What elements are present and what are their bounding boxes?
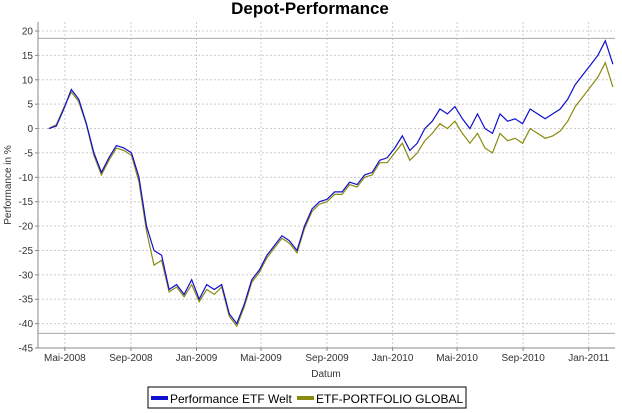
series-line-etf-portfolio-global	[48, 61, 614, 328]
legend-swatch-etf-welt	[151, 396, 168, 400]
legend: Performance ETF Welt ETF-PORTFOLIO GLOBA…	[147, 386, 467, 409]
x-axis-label: Datum	[311, 369, 340, 380]
x-tick-label: Mai-2008	[44, 353, 86, 364]
x-tick-label: Sep-2008	[109, 353, 153, 364]
y-tick-label: -25	[19, 246, 34, 257]
series-line-performance-etf-welt	[48, 39, 614, 325]
legend-label-etf-portfolio: ETF-PORTFOLIO GLOBAL	[316, 392, 463, 406]
y-tick-label: -35	[19, 295, 34, 306]
y-tick-label: -30	[19, 270, 34, 281]
x-tick-label: Jan-2009	[176, 353, 218, 364]
y-tick-label: 5	[27, 100, 33, 111]
legend-swatch-etf-portfolio	[297, 396, 314, 400]
y-tick-label: -5	[24, 148, 33, 159]
x-tick-label: Jan-2010	[372, 353, 414, 364]
x-tick-label: Sep-2009	[305, 353, 349, 364]
y-tick-label: 0	[27, 124, 33, 135]
y-tick-label: -20	[19, 222, 34, 233]
y-tick-label: -40	[19, 319, 34, 330]
legend-label-etf-welt: Performance ETF Welt	[170, 392, 292, 406]
chart-title: Depot-Performance	[231, 0, 389, 18]
y-axis-label: Performance in %	[3, 145, 14, 225]
y-tick-label: -45	[19, 344, 34, 355]
y-tick-label: -10	[19, 173, 34, 184]
y-tick-label: 10	[22, 75, 34, 86]
x-tick-label: Mai-2009	[240, 353, 282, 364]
y-tick-label: 20	[22, 27, 34, 38]
x-tick-label: Mai-2010	[436, 353, 478, 364]
y-tick-label: 15	[22, 51, 34, 62]
x-tick-label: Sep-2010	[501, 353, 545, 364]
plot-area	[38, 22, 615, 348]
y-tick-label: -15	[19, 197, 34, 208]
x-tick-label: Jan-2011	[568, 353, 609, 364]
